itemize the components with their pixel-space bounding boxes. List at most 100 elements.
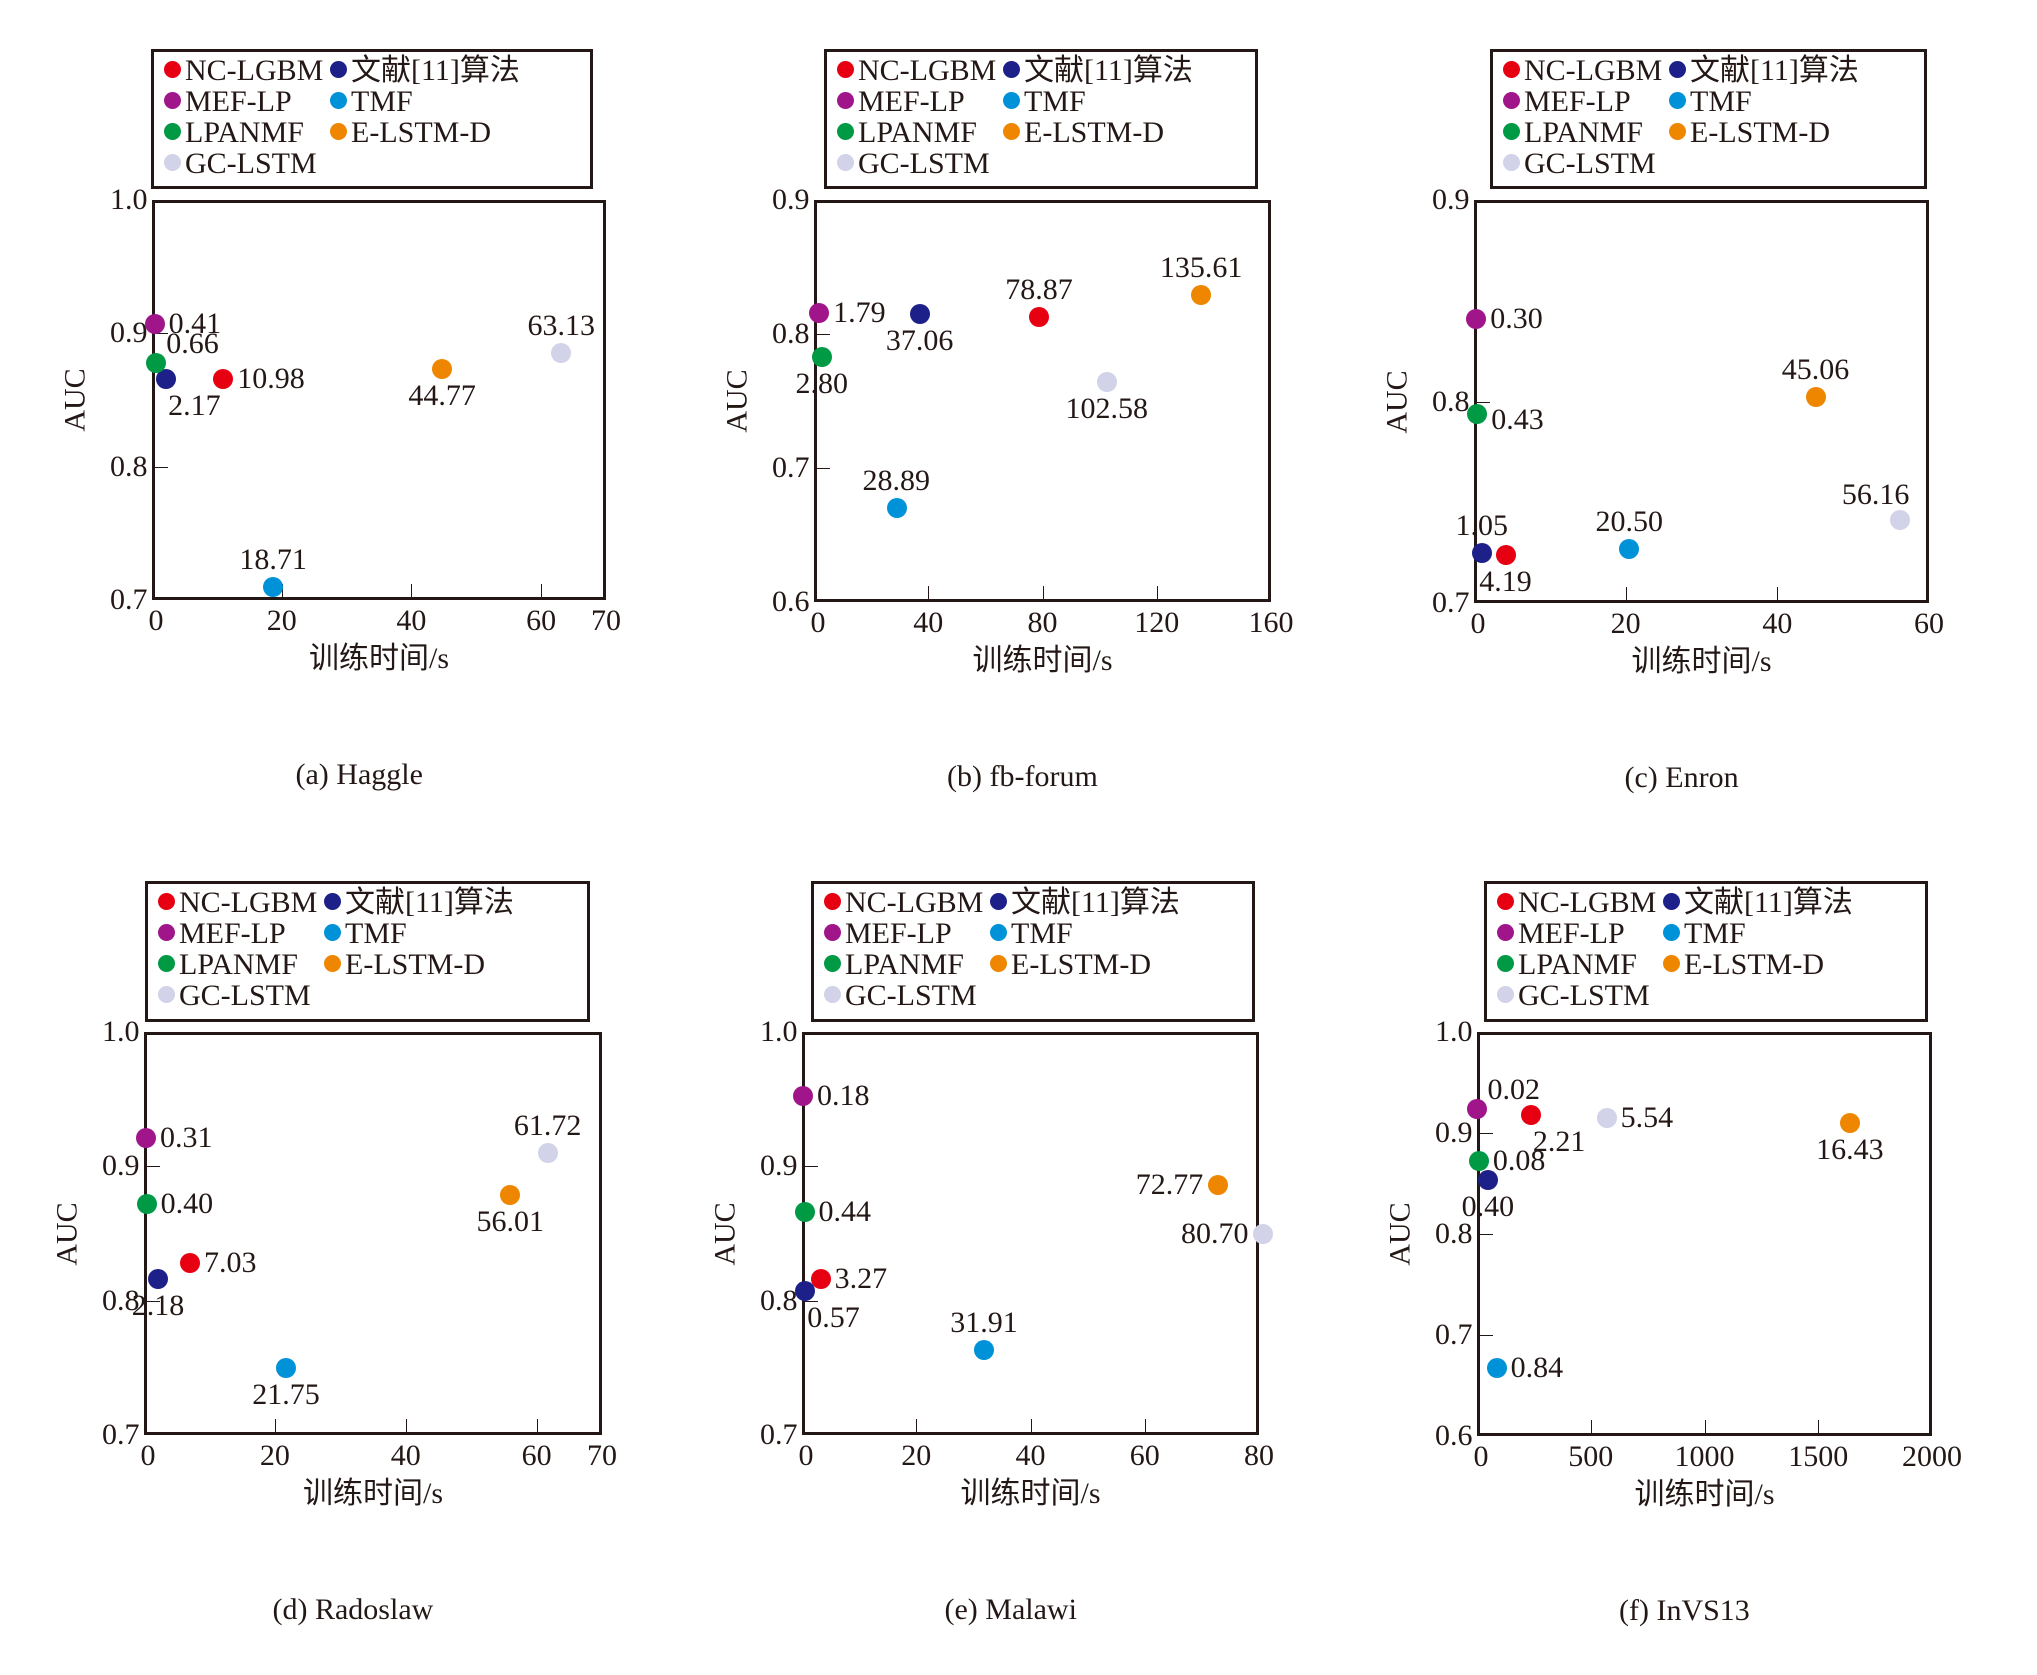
data-label: 0.44 bbox=[818, 1195, 872, 1228]
x-tick-label: 60 bbox=[521, 1439, 552, 1472]
legend-label: TMF bbox=[1024, 85, 1086, 118]
plot-area bbox=[814, 200, 1271, 602]
legend-marker-icon bbox=[1669, 123, 1686, 140]
x-tick-label: 80 bbox=[1027, 606, 1058, 639]
data-point bbox=[148, 1269, 169, 1290]
legend-marker-icon bbox=[824, 893, 841, 910]
legend-item: E-LSTM-D bbox=[1669, 118, 1830, 148]
legend-label: E-LSTM-D bbox=[1011, 948, 1151, 981]
data-label: 61.72 bbox=[513, 1108, 582, 1142]
legend-marker-icon bbox=[330, 123, 347, 140]
legend-item: NC-LGBM bbox=[1497, 888, 1656, 918]
x-tick-label: 1500 bbox=[1788, 1440, 1849, 1473]
data-label: 0.66 bbox=[166, 326, 219, 360]
data-point bbox=[276, 1357, 297, 1378]
legend-marker-icon bbox=[1497, 986, 1514, 1003]
data-point bbox=[1468, 1151, 1489, 1172]
data-label: 1.79 bbox=[833, 295, 886, 329]
legend-marker-icon bbox=[837, 123, 854, 140]
plot-area bbox=[1474, 200, 1929, 603]
legend-item: MEF-LP bbox=[824, 919, 952, 949]
legend: NC-LGBM 文献[11]算法 MEF-LP TMF LPANMF E-LSTM-D GC… bbox=[811, 881, 1255, 1022]
legend-item: TMF bbox=[330, 87, 413, 117]
legend-label: TMF bbox=[345, 917, 407, 950]
data-point bbox=[974, 1340, 995, 1361]
legend-label: MEF-LP bbox=[1524, 85, 1631, 118]
y-tick-label: 0.7 bbox=[772, 451, 810, 484]
data-point bbox=[144, 314, 165, 334]
y-tick-label: 0.9 bbox=[1432, 183, 1470, 216]
legend-label: LPANMF bbox=[845, 948, 964, 981]
x-tick-mark bbox=[1030, 1419, 1032, 1433]
legend-marker-icon bbox=[1669, 92, 1686, 109]
chart-title: (b) fb-forum bbox=[947, 760, 1098, 793]
x-axis-title: 训练时间/s bbox=[1631, 645, 1772, 678]
legend-label: 文献[11]算法 bbox=[1690, 54, 1859, 87]
data-point bbox=[156, 368, 177, 389]
x-tick-mark bbox=[1156, 586, 1158, 600]
data-point bbox=[1029, 306, 1050, 327]
legend-marker-icon bbox=[837, 154, 854, 171]
x-tick-mark bbox=[1144, 1419, 1146, 1433]
legend-label: NC-LGBM bbox=[1524, 54, 1663, 87]
data-label: 7.03 bbox=[203, 1246, 257, 1280]
x-tick-mark bbox=[1818, 1420, 1820, 1434]
x-tick-label: 60 bbox=[526, 604, 557, 637]
data-label: 0.84 bbox=[1510, 1351, 1564, 1385]
y-tick-mark bbox=[1479, 1335, 1493, 1336]
data-label: 10.98 bbox=[237, 361, 305, 395]
y-tick-label: 0.7 bbox=[760, 1418, 798, 1451]
data-label: 56.01 bbox=[476, 1204, 544, 1238]
legend-label: NC-LGBM bbox=[179, 886, 318, 919]
x-tick-mark bbox=[916, 1419, 918, 1433]
plot-area bbox=[802, 1032, 1259, 1435]
legend-item: GC-LSTM bbox=[164, 149, 317, 179]
data-label: 78.87 bbox=[1005, 272, 1073, 306]
legend-marker-icon bbox=[164, 123, 181, 140]
legend-item: LPANMF bbox=[164, 118, 304, 148]
legend-label: TMF bbox=[1011, 917, 1073, 950]
data-label: 0.02 bbox=[1487, 1072, 1540, 1106]
x-tick-mark bbox=[1704, 1420, 1706, 1434]
data-label: 18.71 bbox=[239, 542, 307, 576]
x-axis-title: 训练时间/s bbox=[1634, 1478, 1775, 1511]
data-point bbox=[909, 303, 930, 324]
legend-marker-icon bbox=[1003, 92, 1020, 109]
chart-title: (e) Malawi bbox=[944, 1593, 1077, 1626]
legend-item: LPANMF bbox=[158, 950, 298, 980]
legend-label: LPANMF bbox=[1518, 948, 1637, 981]
x-tick-label: 40 bbox=[913, 606, 944, 639]
x-tick-mark bbox=[411, 584, 413, 598]
legend-label: TMF bbox=[1690, 85, 1752, 118]
legend-label: NC-LGBM bbox=[858, 54, 997, 87]
y-tick-label: 1.0 bbox=[102, 1015, 140, 1048]
x-tick-label: 70 bbox=[587, 1439, 617, 1472]
legend-label: GC-LSTM bbox=[845, 979, 977, 1012]
legend-marker-icon bbox=[158, 986, 175, 1003]
data-point bbox=[1096, 372, 1117, 393]
data-label: 0.30 bbox=[1490, 301, 1543, 335]
data-point bbox=[537, 1142, 558, 1163]
y-tick-mark bbox=[1479, 1234, 1493, 1235]
legend-item: TMF bbox=[324, 919, 407, 949]
legend-item: MEF-LP bbox=[164, 87, 292, 117]
legend-item: LPANMF bbox=[837, 118, 977, 148]
data-point bbox=[1805, 387, 1826, 408]
legend-label: E-LSTM-D bbox=[1024, 116, 1164, 149]
legend-marker-icon bbox=[1663, 924, 1680, 941]
x-axis-title: 训练时间/s bbox=[960, 1477, 1101, 1510]
data-point bbox=[146, 352, 167, 373]
legend-item: GC-LSTM bbox=[824, 981, 977, 1011]
data-label: 16.43 bbox=[1816, 1132, 1884, 1166]
legend-marker-icon bbox=[1503, 123, 1520, 140]
data-point bbox=[810, 1269, 831, 1290]
legend-label: LPANMF bbox=[1524, 116, 1643, 149]
legend-item: 文献[11]算法 bbox=[1003, 56, 1193, 86]
legend-marker-icon bbox=[330, 92, 347, 109]
data-label: 20.50 bbox=[1595, 504, 1663, 538]
legend-item: NC-LGBM bbox=[164, 56, 323, 86]
x-tick-label: 0 bbox=[1473, 1440, 1489, 1473]
data-point bbox=[1191, 285, 1212, 306]
y-tick-mark bbox=[154, 333, 168, 335]
